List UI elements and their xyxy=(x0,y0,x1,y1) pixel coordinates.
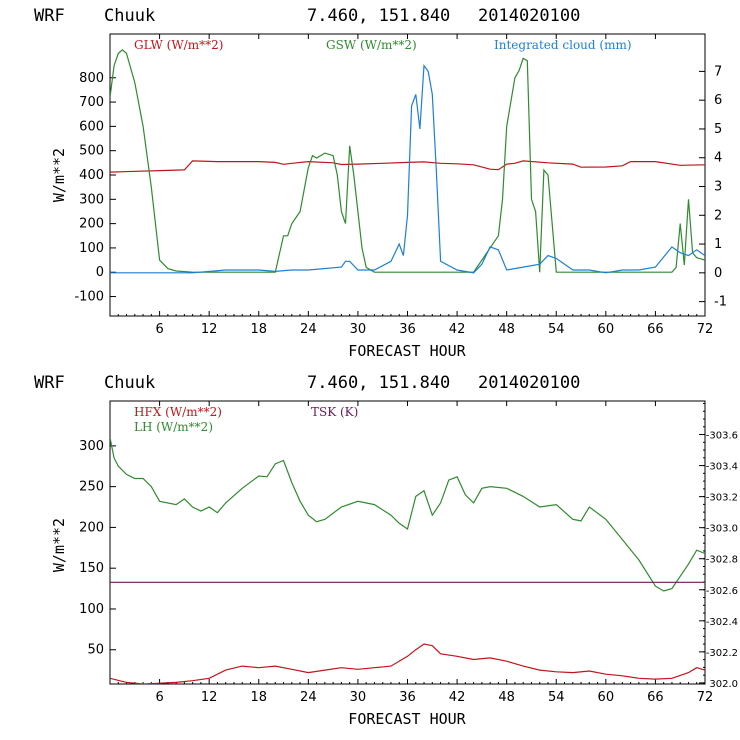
x-tick-label: 54 xyxy=(548,690,565,705)
y2-tick-label: -1 xyxy=(714,295,727,310)
chart-2-legend-tsk: TSK (K) xyxy=(311,405,358,419)
x-tick-label: 18 xyxy=(250,690,267,705)
chart-1: WRF Chuuk 7.460, 151.840 2014020100 GLW … xyxy=(34,6,727,360)
y2-tick-label: -303.2 xyxy=(706,493,738,504)
x-tick-label: 18 xyxy=(250,322,267,337)
x-tick-label: 66 xyxy=(647,322,664,337)
x-tick-label: 36 xyxy=(399,322,416,337)
chart-1-y-axis-label: W/m**2 xyxy=(50,148,68,202)
chart-2-plot-frame xyxy=(109,400,706,685)
chart-1-header-coords: 7.460, 151.840 xyxy=(307,6,450,26)
x-tick-label: 48 xyxy=(498,690,515,705)
y-tick-label: 0 xyxy=(96,265,104,280)
x-tick-label: 12 xyxy=(201,322,218,337)
chart-1-header-model: WRF xyxy=(34,6,65,26)
y-tick-label: 600 xyxy=(79,119,104,134)
chart-2: WRF Chuuk 7.460, 151.840 2014020100 HFX … xyxy=(34,373,738,728)
y2-tick-label: -302.8 xyxy=(706,555,738,566)
y2-tick-label: -303.4 xyxy=(706,462,738,473)
x-tick-label: 12 xyxy=(201,690,218,705)
chart-1-header-station: Chuuk xyxy=(104,6,155,26)
chart-2-series xyxy=(110,437,705,684)
chart-1-x-axis-label: FORECAST HOUR xyxy=(348,342,466,360)
chart-2-header-coords: 7.460, 151.840 xyxy=(307,373,450,393)
series-line-0 xyxy=(110,160,705,173)
x-tick-label: 66 xyxy=(647,690,664,705)
x-tick-label: 36 xyxy=(399,690,416,705)
chart-2-header-model: WRF xyxy=(34,373,65,393)
y2-tick-label: -302.2 xyxy=(706,648,738,659)
x-tick-label: 6 xyxy=(155,322,163,337)
y-tick-label: 200 xyxy=(79,520,104,535)
x-tick-label: 60 xyxy=(598,322,615,337)
y2-tick-label: 7 xyxy=(714,64,722,79)
y2-tick-label: 1 xyxy=(714,237,722,252)
y-tick-label: 800 xyxy=(79,71,104,86)
y-tick-label: 50 xyxy=(87,643,104,658)
x-tick-label: 48 xyxy=(498,322,515,337)
y2-tick-label: 302.0 xyxy=(709,679,738,690)
y2-tick-label: 2 xyxy=(714,208,722,223)
y2-tick-label: 3 xyxy=(714,180,722,195)
x-tick-label: 42 xyxy=(449,690,466,705)
chart-2-legend-hfx: HFX (W/m**2) xyxy=(134,405,222,419)
chart-2-header-station: Chuuk xyxy=(104,373,155,393)
chart-1-legend-cloud: Integrated cloud (mm) xyxy=(494,38,632,52)
y2-tick-label: -302.4 xyxy=(706,617,738,628)
x-tick-label: 24 xyxy=(300,690,317,705)
series-line-1 xyxy=(110,49,705,273)
y2-tick-label: 0 xyxy=(714,266,722,281)
series-line-0 xyxy=(110,643,705,684)
x-tick-label: 60 xyxy=(598,690,615,705)
x-tick-label: 24 xyxy=(300,322,317,337)
y-tick-label: 300 xyxy=(79,192,104,207)
y2-tick-label: 5 xyxy=(714,122,722,137)
chart-1-header-date: 2014020100 xyxy=(478,6,580,26)
x-tick-label: 6 xyxy=(155,690,163,705)
y-tick-label: 150 xyxy=(79,561,104,576)
chart-2-header-date: 2014020100 xyxy=(478,373,580,393)
x-tick-label: 72 xyxy=(697,690,714,705)
x-tick-label: 42 xyxy=(449,322,466,337)
y2-tick-label: -302.6 xyxy=(706,586,738,597)
y-tick-label: 100 xyxy=(79,241,104,256)
chart-2-legend-lh: LH (W/m**2) xyxy=(134,420,213,434)
y-tick-label: 400 xyxy=(79,168,104,183)
x-tick-label: 30 xyxy=(350,322,367,337)
y-tick-label: -100 xyxy=(74,290,104,305)
y-tick-label: 300 xyxy=(79,439,104,454)
y2-tick-label: -303.6 xyxy=(706,431,738,442)
series-line-2 xyxy=(110,64,705,274)
x-tick-label: 54 xyxy=(548,322,565,337)
chart-1-legend-glw: GLW (W/m**2) xyxy=(134,38,223,52)
y-tick-label: 700 xyxy=(79,95,104,110)
y-tick-label: 200 xyxy=(79,217,104,232)
x-tick-label: 72 xyxy=(697,322,714,337)
y2-tick-label: 6 xyxy=(714,93,722,108)
series-line-1 xyxy=(110,437,705,592)
chart-2-y-axis-label: W/m**2 xyxy=(50,518,68,572)
chart-2-axes: 6 12 18 24 30 36 42 48 54 60 66 72 50 100 150 200 250 300… xyxy=(79,401,738,705)
chart-1-axes: 6 12 18 24 30 36 42 48 54 60 66 72-1000100200300400… xyxy=(74,34,727,337)
chart-1-series xyxy=(110,49,705,274)
chart-1-plot-frame xyxy=(109,33,706,317)
x-tick-label: 30 xyxy=(350,690,367,705)
y-tick-label: 250 xyxy=(79,480,104,495)
chart-2-x-axis-label: FORECAST HOUR xyxy=(348,710,466,728)
y-tick-label: 100 xyxy=(79,602,104,617)
chart-1-legend-gsw: GSW (W/m**2) xyxy=(326,38,417,52)
y2-tick-label: 4 xyxy=(714,151,722,166)
y-tick-label: 500 xyxy=(79,144,104,159)
y2-tick-label: -303.0 xyxy=(706,524,738,535)
